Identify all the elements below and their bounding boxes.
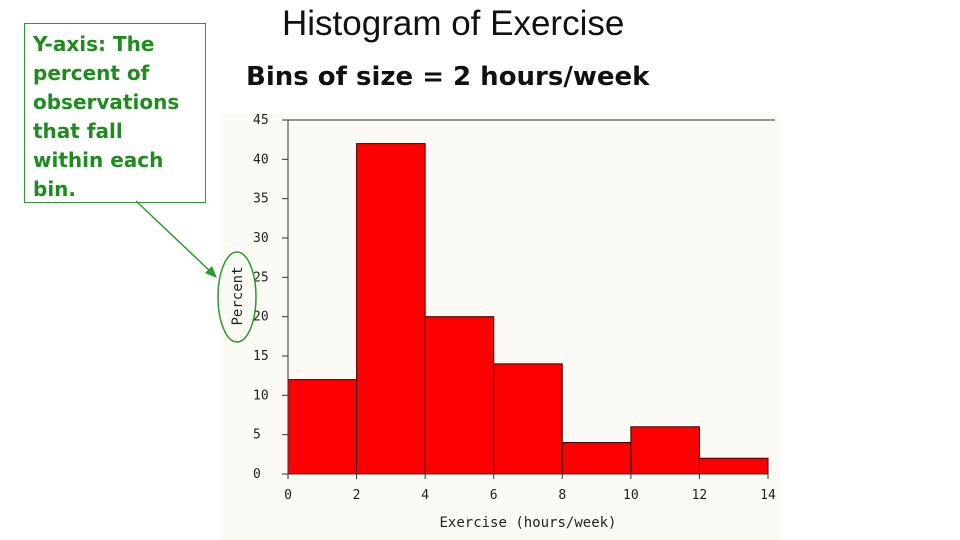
y-tick-label: 40 [253,152,269,167]
histogram-bar [630,426,700,475]
x-tick-label: 12 [692,488,708,503]
callout-arrow-line [135,200,212,273]
y-tick-label: 25 [253,270,269,285]
histogram-bar [356,143,426,475]
slide-subtitle: Bins of size = 2 hours/week [246,62,650,92]
x-tick-label: 10 [623,488,639,503]
callout-line: percent of [33,61,150,85]
x-tick-label: 8 [558,488,566,503]
histogram-bar [561,442,632,475]
histogram-bar [493,363,563,475]
y-tick-label: 15 [253,349,269,364]
y-tick-label: 30 [253,231,269,246]
x-axis-label: Exercise (hours/week) [439,515,616,531]
x-tick-label: 0 [284,488,292,503]
x-tick-label: 4 [421,488,429,503]
histogram-bar [424,316,495,475]
callout-line: within each [33,148,164,172]
histogram-bar [698,457,769,475]
callout-line: that fall [33,119,123,143]
x-tick-label: 2 [353,488,361,503]
y-tick-label: 0 [253,467,261,482]
highlight-ellipse [217,251,257,343]
y-tick-label: 20 [253,310,269,325]
y-tick-label: 35 [253,192,269,207]
callout-line: observations [33,90,180,114]
x-tick-label: 14 [760,488,776,503]
callout-line: Y-axis: The [33,32,155,56]
y-axis-label: Percent [230,266,246,325]
histogram-bar [287,379,358,475]
x-tick-label: 6 [490,488,498,503]
y-tick-label: 10 [253,388,269,403]
callout-arrow-head [205,266,217,278]
callout-line: bin. [33,177,77,201]
slide-title: Histogram of Exercise [282,4,625,43]
y-tick-label: 5 [253,428,261,443]
y-tick-label: 45 [253,113,269,128]
annotation-callout: Y-axis: The percent of observations that… [24,23,206,203]
